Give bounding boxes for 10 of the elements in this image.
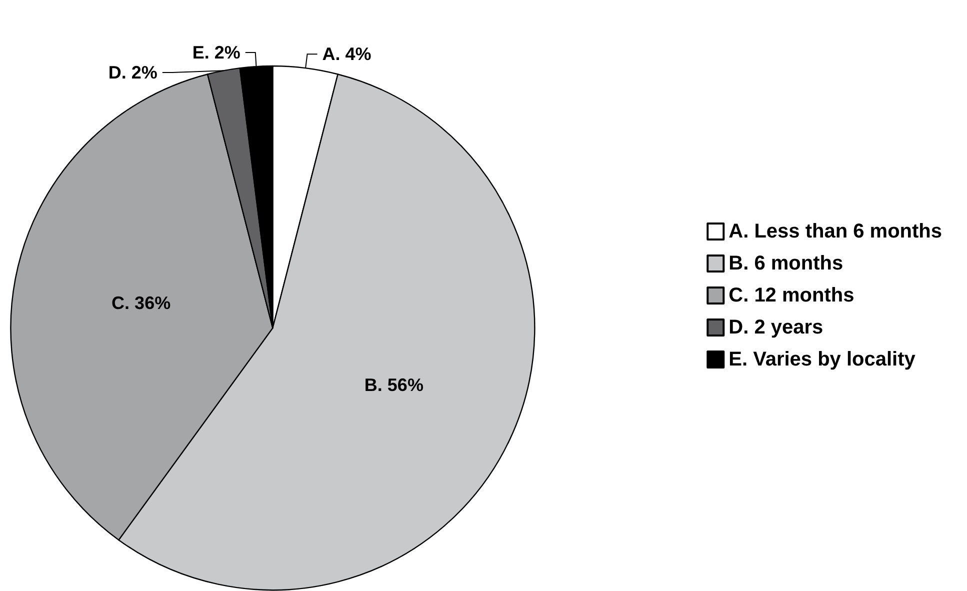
data-label: A. 4%: [322, 44, 372, 64]
legend-label: D. 2 years: [728, 316, 824, 338]
data-label: C. 36%: [112, 292, 171, 313]
legend-label: A. Less than 6 months: [728, 220, 942, 242]
legend-label: E. Varies by locality: [728, 348, 916, 370]
data-label: D. 2%: [108, 62, 158, 83]
data-label: E. 2%: [192, 42, 240, 63]
legend-label: C. 12 months: [728, 284, 854, 306]
data-label: B. 56%: [364, 375, 424, 396]
legend-label: B. 6 months: [728, 252, 844, 274]
